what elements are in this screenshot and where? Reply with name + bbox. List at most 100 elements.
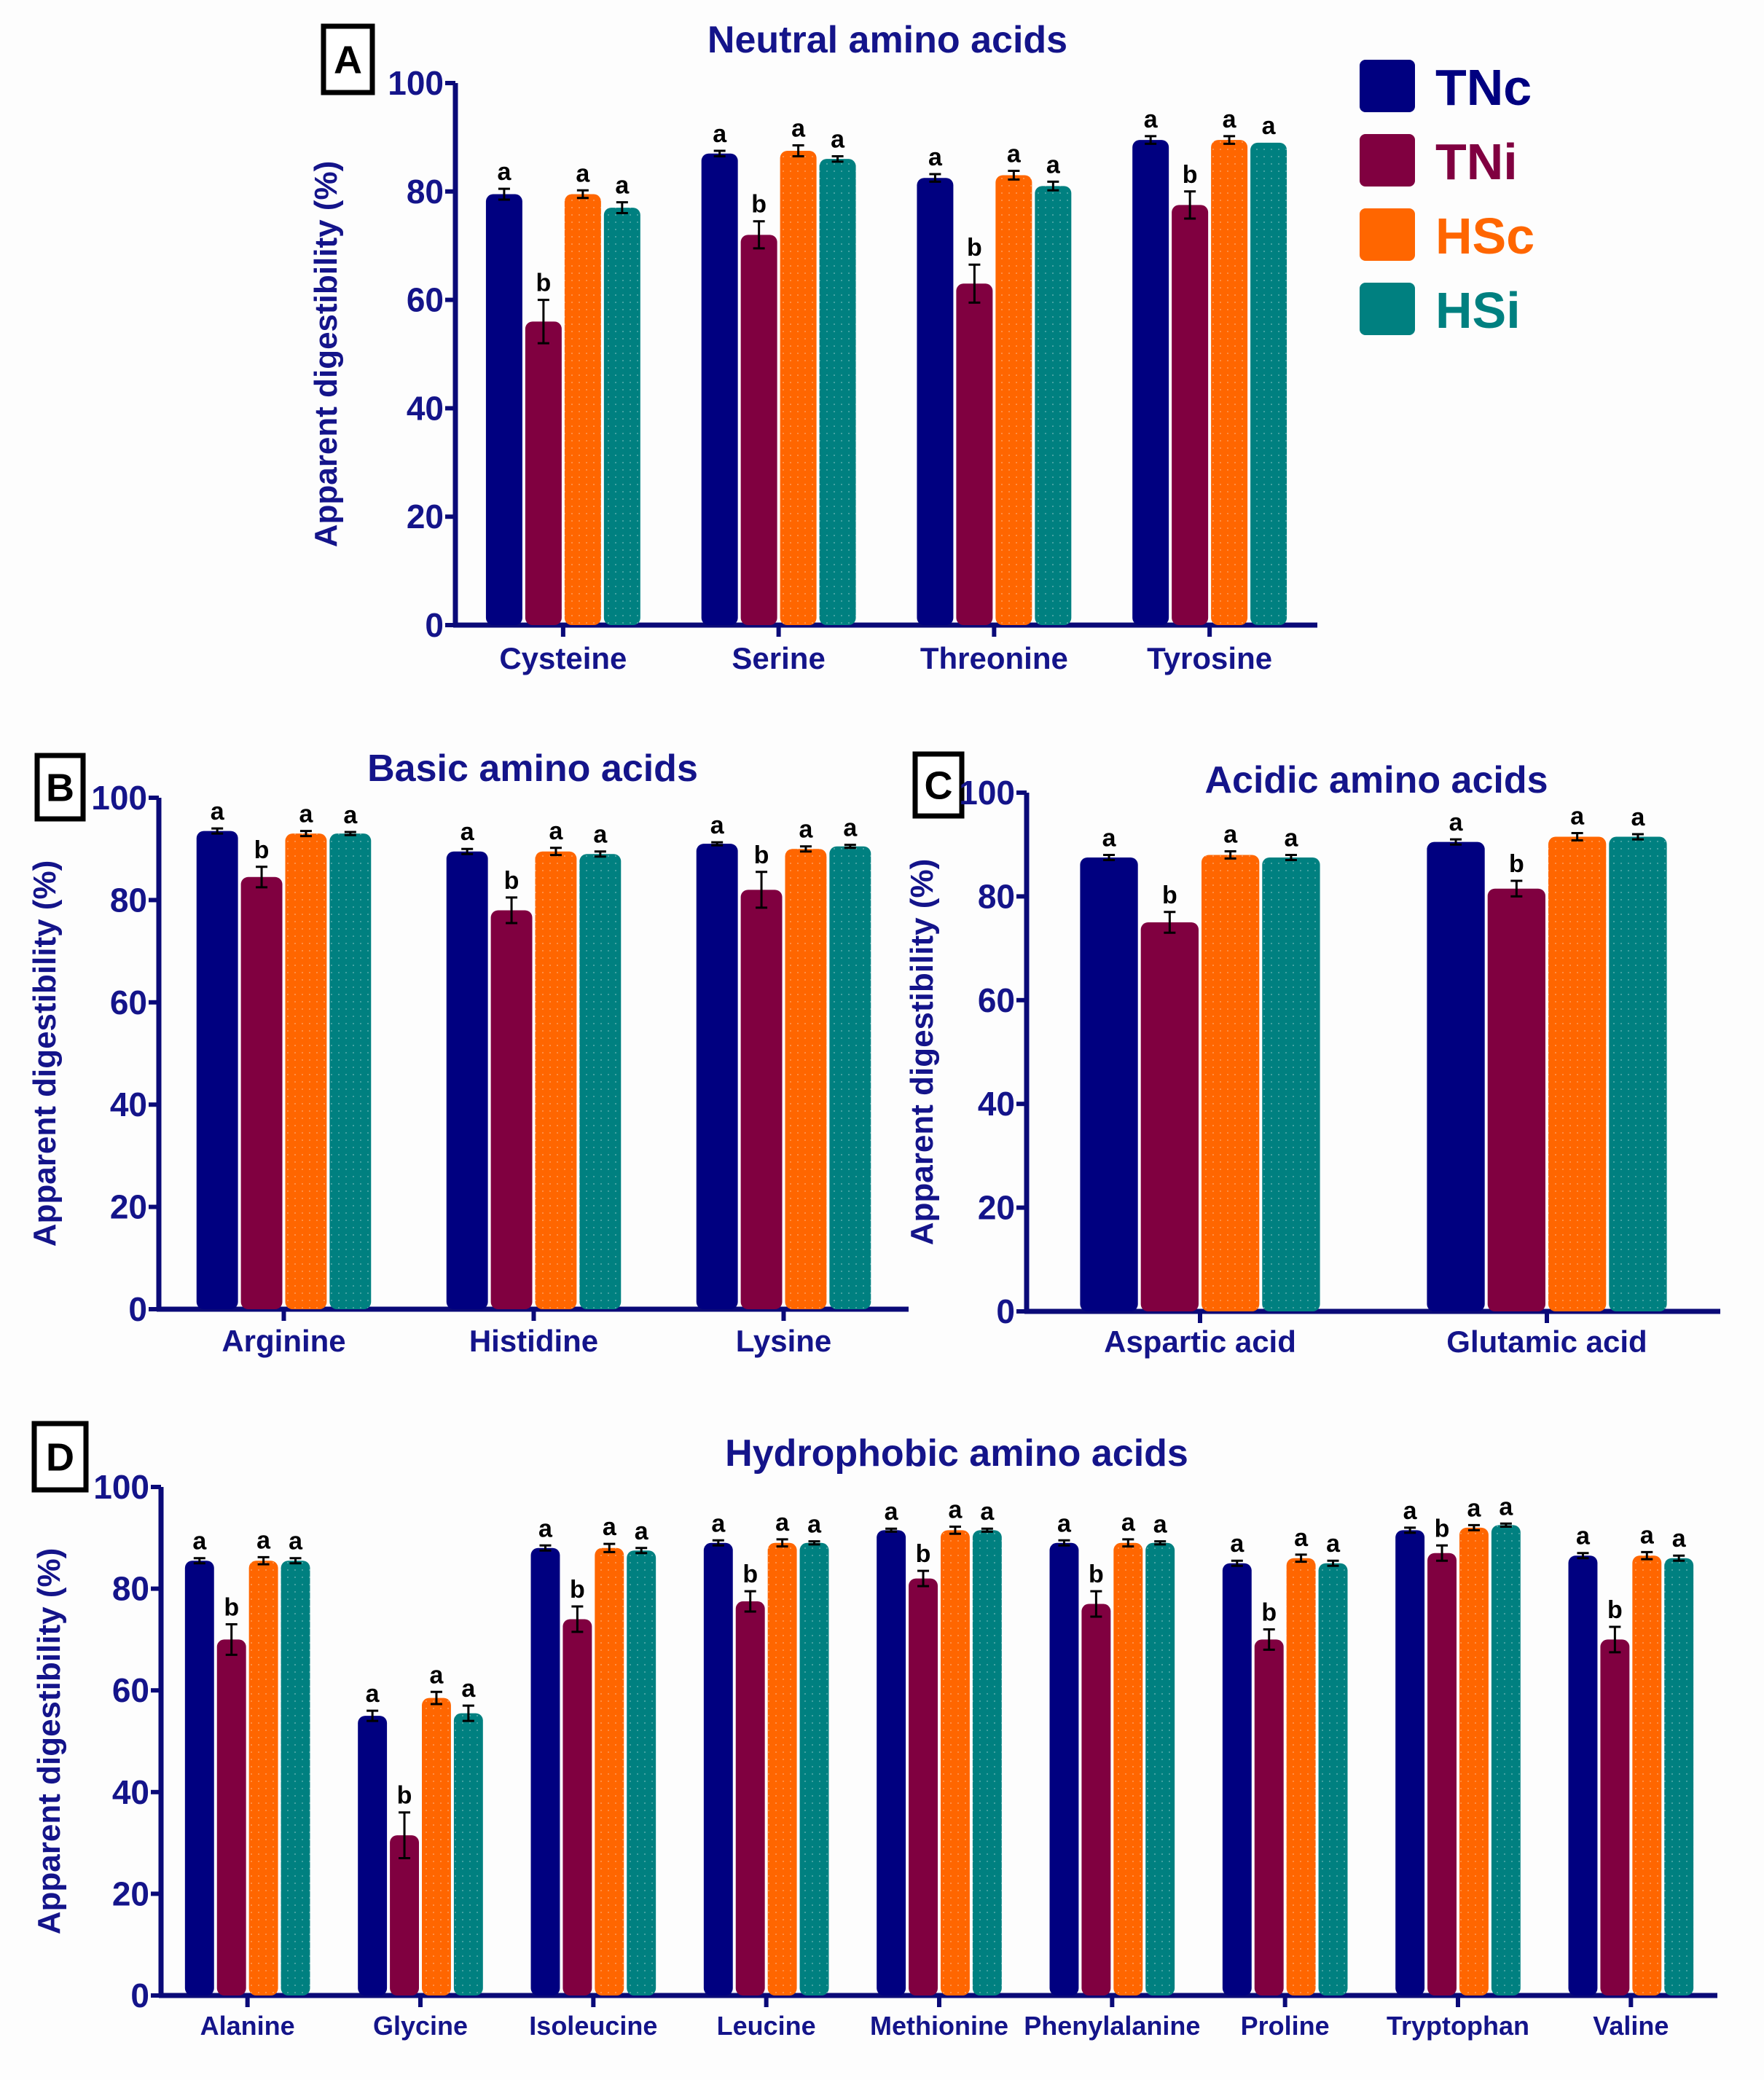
significance-letter: a (1144, 106, 1159, 133)
panel-C: C Acidic amino acids Apparent digestibilit… (904, 751, 1720, 1359)
bar-TNc-tyrosine (1132, 140, 1169, 625)
bar-TNc-phenylalanine (1049, 1542, 1079, 1995)
significance-letter: a (980, 1498, 995, 1526)
legend-swatch-TNc (1360, 60, 1415, 112)
significance-letter: b (967, 234, 982, 262)
chart-title: Basic amino acids (367, 747, 698, 790)
y-tick-label: 20 (407, 498, 444, 535)
panel-label-box (31, 1421, 89, 1493)
bar-HSi-histidine (579, 854, 622, 1309)
significance-letter: a (635, 1518, 649, 1545)
bar-TNi-alanine (216, 1639, 246, 1995)
x-tick-label: Arginine (222, 1324, 345, 1358)
panel-label-box (321, 23, 375, 95)
bar-HSc-tyrosine (1211, 140, 1248, 625)
significance-letter: a (429, 1661, 444, 1689)
bar-HSc-tryptophan (1459, 1527, 1489, 1995)
significance-letter: a (593, 821, 608, 849)
bar-HSc-valine (1632, 1555, 1662, 1995)
bar-HSc-cysteine (564, 194, 601, 625)
bar-HSc-proline (1286, 1558, 1316, 1995)
significance-letter: a (549, 817, 563, 845)
bar-HSc-lysine (785, 849, 827, 1309)
legend-label-HSc: HSc (1435, 208, 1534, 264)
significance-letter: a (711, 1510, 726, 1537)
significance-letter: a (366, 1680, 380, 1708)
significance-letter: a (538, 1515, 553, 1542)
bar-TNi-cysteine (525, 321, 562, 625)
chart-title: Neutral amino acids (707, 19, 1067, 61)
x-tick-label: Lysine (736, 1324, 832, 1358)
bar-HSc-serine (780, 151, 817, 625)
panel-A: A Neutral amino acids Apparent digestibili… (308, 19, 1317, 675)
bar-HSi-cysteine (603, 208, 640, 625)
x-tick-label: Glutamic acid (1446, 1324, 1647, 1359)
bar-HSc-phenylalanine (1113, 1542, 1143, 1995)
legend-label-TNc: TNc (1435, 59, 1532, 116)
significance-letter: a (1102, 824, 1117, 852)
bar-TNc-alanine (184, 1561, 214, 1995)
y-tick-label: 100 (91, 779, 147, 817)
significance-letter: a (775, 1509, 790, 1537)
significance-letter: a (1007, 141, 1022, 168)
bar-HSi-glycine (453, 1713, 483, 1995)
bar-HSc-leucine (767, 1542, 797, 1995)
significance-letter: a (1230, 1530, 1244, 1558)
significance-letter: a (1284, 824, 1298, 852)
significance-letter: a (1640, 1521, 1655, 1549)
bar-HSi-arginine (329, 833, 372, 1309)
bar-HSc-aspartic-acid (1202, 855, 1260, 1311)
y-tick-label: 80 (407, 173, 444, 211)
legend-swatch-HSi (1360, 283, 1415, 335)
y-tick-label: 40 (978, 1085, 1015, 1123)
y-tick-label: 0 (130, 1977, 149, 2014)
significance-letter: a (1153, 1511, 1168, 1539)
bar-HSi-tyrosine (1250, 142, 1287, 626)
y-tick-label: 20 (110, 1188, 147, 1226)
bar-HSc-methionine (941, 1530, 970, 1995)
significance-letter: a (1294, 1524, 1309, 1552)
significance-letter: a (460, 818, 475, 846)
panel-label: B (46, 766, 74, 810)
panel-label-box (34, 753, 86, 822)
x-tick-label: Alanine (200, 2011, 295, 2041)
x-tick-label: Serine (732, 641, 825, 675)
significance-letter: b (504, 867, 520, 895)
panel-label-box (912, 751, 965, 819)
bar-HSi-leucine (799, 1542, 829, 1995)
y-axis-label: Apparent digestibility (%) (27, 860, 63, 1247)
y-tick-label: 0 (128, 1290, 147, 1328)
bar-TNi-histidine (490, 910, 533, 1309)
x-tick-label: Aspartic acid (1104, 1324, 1296, 1359)
significance-letter: a (343, 801, 358, 829)
bar-HSi-phenylalanine (1145, 1542, 1175, 1995)
panel-B: B Basic amino acids Apparent digestibility… (27, 747, 909, 1358)
bar-HSi-proline (1318, 1563, 1348, 1995)
bar-TNi-isoleucine (562, 1619, 592, 1995)
bar-TNi-proline (1254, 1639, 1284, 1995)
y-tick-label: 60 (407, 281, 444, 319)
significance-letter: a (576, 160, 590, 187)
panel-label: D (46, 1436, 74, 1480)
legend-label-TNi: TNi (1435, 133, 1518, 190)
significance-letter: b (397, 1782, 412, 1810)
bar-TNi-aspartic-acid (1140, 922, 1199, 1311)
significance-letter: a (1499, 1493, 1513, 1520)
bar-HSc-arginine (285, 833, 327, 1309)
y-axis-label: Apparent digestibility (%) (31, 1548, 67, 1934)
significance-letter: b (570, 1576, 585, 1604)
y-tick-label: 40 (112, 1773, 149, 1811)
significance-letter: a (1223, 106, 1237, 133)
bar-TNc-tryptophan (1395, 1530, 1425, 1995)
significance-letter: a (1467, 1494, 1481, 1522)
x-tick-label: Leucine (717, 2011, 816, 2041)
significance-letter: a (461, 1675, 476, 1703)
significance-letter: b (1509, 850, 1524, 878)
significance-letter: b (1435, 1515, 1450, 1542)
bar-HSc-histidine (535, 851, 577, 1309)
significance-letter: a (713, 120, 727, 148)
significance-letter: b (1183, 161, 1198, 189)
bar-HSi-methionine (972, 1530, 1002, 1995)
significance-letter: a (807, 1511, 822, 1539)
